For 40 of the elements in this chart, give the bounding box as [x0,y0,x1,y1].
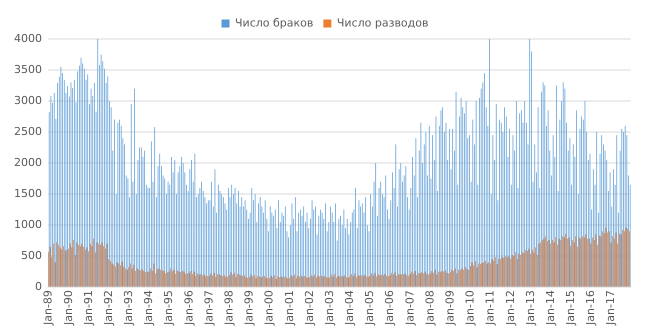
x-tick-label: Jan-03 [322,290,336,326]
x-tick-label: Jan-07 [403,290,416,326]
x-tick-label: Jan-10 [464,290,477,326]
x-tick-label: Jan-06 [383,290,396,326]
x-tick-label: Jan-14 [544,290,557,326]
x-tick-label: Jan-12 [504,290,517,326]
x-tick-label: Jan-93 [122,290,136,326]
x-tick-label: Jan-02 [302,290,316,326]
y-tick-label: 0 [34,280,42,293]
y-tick-label: 500 [20,248,42,262]
x-tick-label: Jan-17 [604,290,618,326]
x-tick-label: Jan-89 [42,290,55,326]
x-tick-label: Jan-09 [444,290,457,326]
y-tick-label: 2000 [14,156,42,169]
legend-label: Число браков [235,16,314,30]
x-tick-label: Jan-96 [182,290,196,326]
y-tick-label: 3500 [14,62,42,76]
x-tick-label: Jan-11 [484,290,497,326]
x-tick-label: Jan-95 [162,290,176,326]
x-tick-label: Jan-98 [222,290,236,326]
x-tick-label: Jan-99 [242,290,256,326]
x-tick-label: Jan-97 [202,290,216,326]
x-tick-label: Jan-13 [524,290,537,326]
x-tick-label: Jan-05 [363,290,376,326]
x-tick-label: Jan-08 [423,290,436,326]
legend-label: Число разводов [336,16,428,30]
y-tick-label: 2500 [14,124,42,138]
y-tick-label: 3000 [14,94,42,107]
x-tick-label: Jan-92 [102,290,115,326]
y-tick-label: 1000 [14,218,42,231]
y-tick-label: 4000 [14,32,42,45]
x-tick-label: Jan-00 [262,290,276,326]
x-tick-label: Jan-90 [62,290,75,326]
x-tick-label: Jan-04 [343,290,356,326]
x-tick-label: Jan-94 [142,290,156,326]
x-tick-label: Jan-15 [564,290,578,326]
x-tick-label: Jan-91 [82,290,95,326]
x-tick-label: Jan-01 [282,290,296,326]
x-tick-label: Jan-16 [584,290,598,326]
y-tick-label: 1500 [14,186,42,200]
